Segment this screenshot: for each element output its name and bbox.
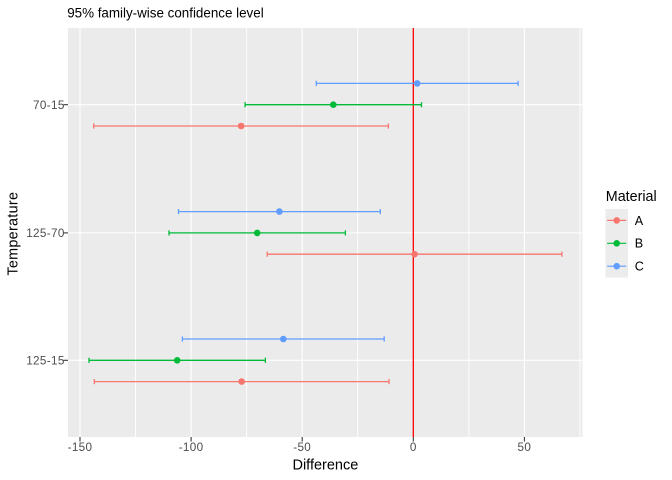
- svg-text:0: 0: [410, 441, 417, 454]
- svg-text:Temperature: Temperature: [6, 192, 22, 276]
- svg-text:125-15: 125-15: [26, 355, 65, 368]
- svg-text:-100: -100: [179, 441, 204, 454]
- svg-text:Material: Material: [606, 189, 657, 205]
- svg-text:50: 50: [518, 441, 532, 454]
- svg-text:125-70: 125-70: [26, 227, 65, 240]
- svg-text:-50: -50: [293, 441, 311, 454]
- svg-text:A: A: [635, 214, 644, 228]
- svg-text:-150: -150: [68, 441, 93, 454]
- svg-text:B: B: [635, 237, 643, 251]
- svg-text:95% family-wise confidence lev: 95% family-wise confidence level: [67, 5, 264, 20]
- svg-text:70-15: 70-15: [33, 99, 65, 112]
- svg-text:C: C: [635, 260, 644, 274]
- svg-text:Difference: Difference: [292, 458, 358, 474]
